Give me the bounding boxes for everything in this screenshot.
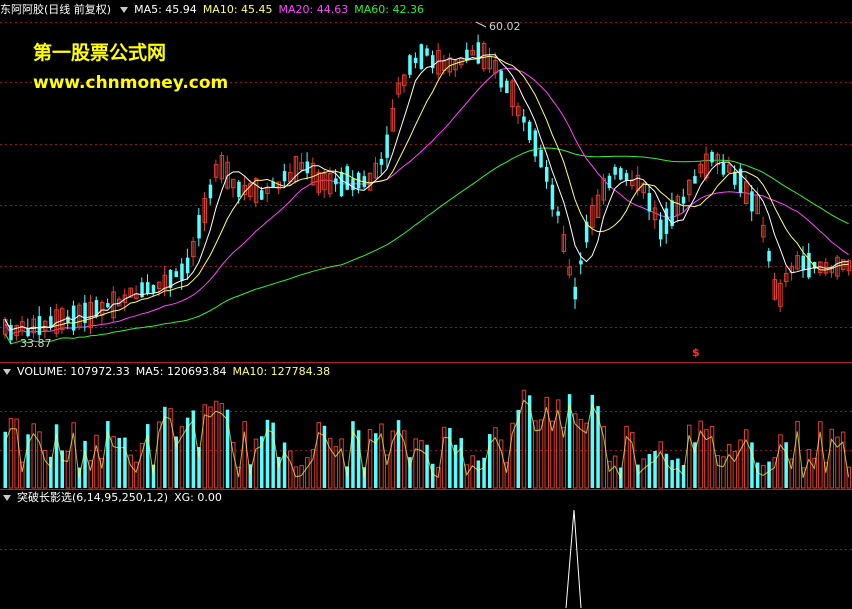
ma20-line [4,67,849,335]
volume-label: VOLUME: 107972.33 [17,365,130,378]
watermark-title: 第一股票公式网 [33,42,167,64]
ma20-label: MA20: 44.63 [278,3,349,16]
dropdown-icon[interactable] [120,7,129,13]
high-marker-icon [475,21,487,28]
xg-signal-line [573,509,582,609]
volume-ma10-label: MA10: 127784.38 [232,365,331,378]
xg-label: XG: 0.00 [174,491,222,504]
formula-label[interactable]: 突破长影选(6,14,95,250,1,2) [17,491,169,504]
ma5-line [4,54,849,331]
dropdown-icon[interactable] [3,495,11,501]
stock-title[interactable]: 东阿阿胶(日线 前复权) [0,3,112,16]
ma5-label: MA5: 45.94 [134,3,197,16]
ma60-line [4,147,849,345]
dropdown-icon[interactable] [3,369,11,375]
xg-signal-line [565,509,575,609]
volume-bars [3,389,852,489]
volume-ma5-label: MA5: 120693.84 [135,365,227,378]
high-price-marker: 60.02 [489,20,521,33]
volume-header: VOLUME: 107972.33 MA5: 120693.84 MA10: 1… [0,364,336,380]
low-price-marker: 33.87 [20,337,52,350]
main-header: 东阿阿胶(日线 前复权) MA5: 45.94 MA10: 45.45 MA20… [0,2,430,18]
ma10-line [4,55,849,331]
signal-marker: $ [692,346,700,359]
indicator-header: 突破长影选(6,14,95,250,1,2) XG: 0.00 [0,490,228,506]
watermark-url: www.chnmoney.com [33,73,229,93]
candlesticks [3,34,852,345]
ma10-label: MA10: 45.45 [202,3,273,16]
ma60-label: MA60: 42.36 [354,3,424,16]
